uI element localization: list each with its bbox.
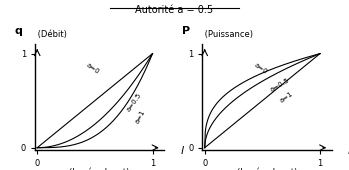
Text: (Levée clapet): (Levée clapet)	[69, 167, 129, 170]
Text: a=0.5: a=0.5	[269, 77, 291, 93]
Text: P: P	[181, 26, 190, 36]
Text: a=1: a=1	[279, 91, 294, 104]
Text: Autorité a = 0.5: Autorité a = 0.5	[135, 5, 214, 15]
Text: q: q	[14, 26, 22, 36]
Text: a=1: a=1	[135, 108, 147, 124]
Text: a=0.5: a=0.5	[126, 92, 143, 113]
Text: (Levée clapet): (Levée clapet)	[237, 167, 297, 170]
Text: l: l	[180, 146, 184, 156]
Text: a=0: a=0	[85, 61, 101, 75]
Text: (Puissance): (Puissance)	[202, 30, 253, 39]
Text: l: l	[348, 146, 349, 156]
Text: a=0: a=0	[253, 61, 268, 75]
Text: (Débit): (Débit)	[35, 30, 67, 39]
